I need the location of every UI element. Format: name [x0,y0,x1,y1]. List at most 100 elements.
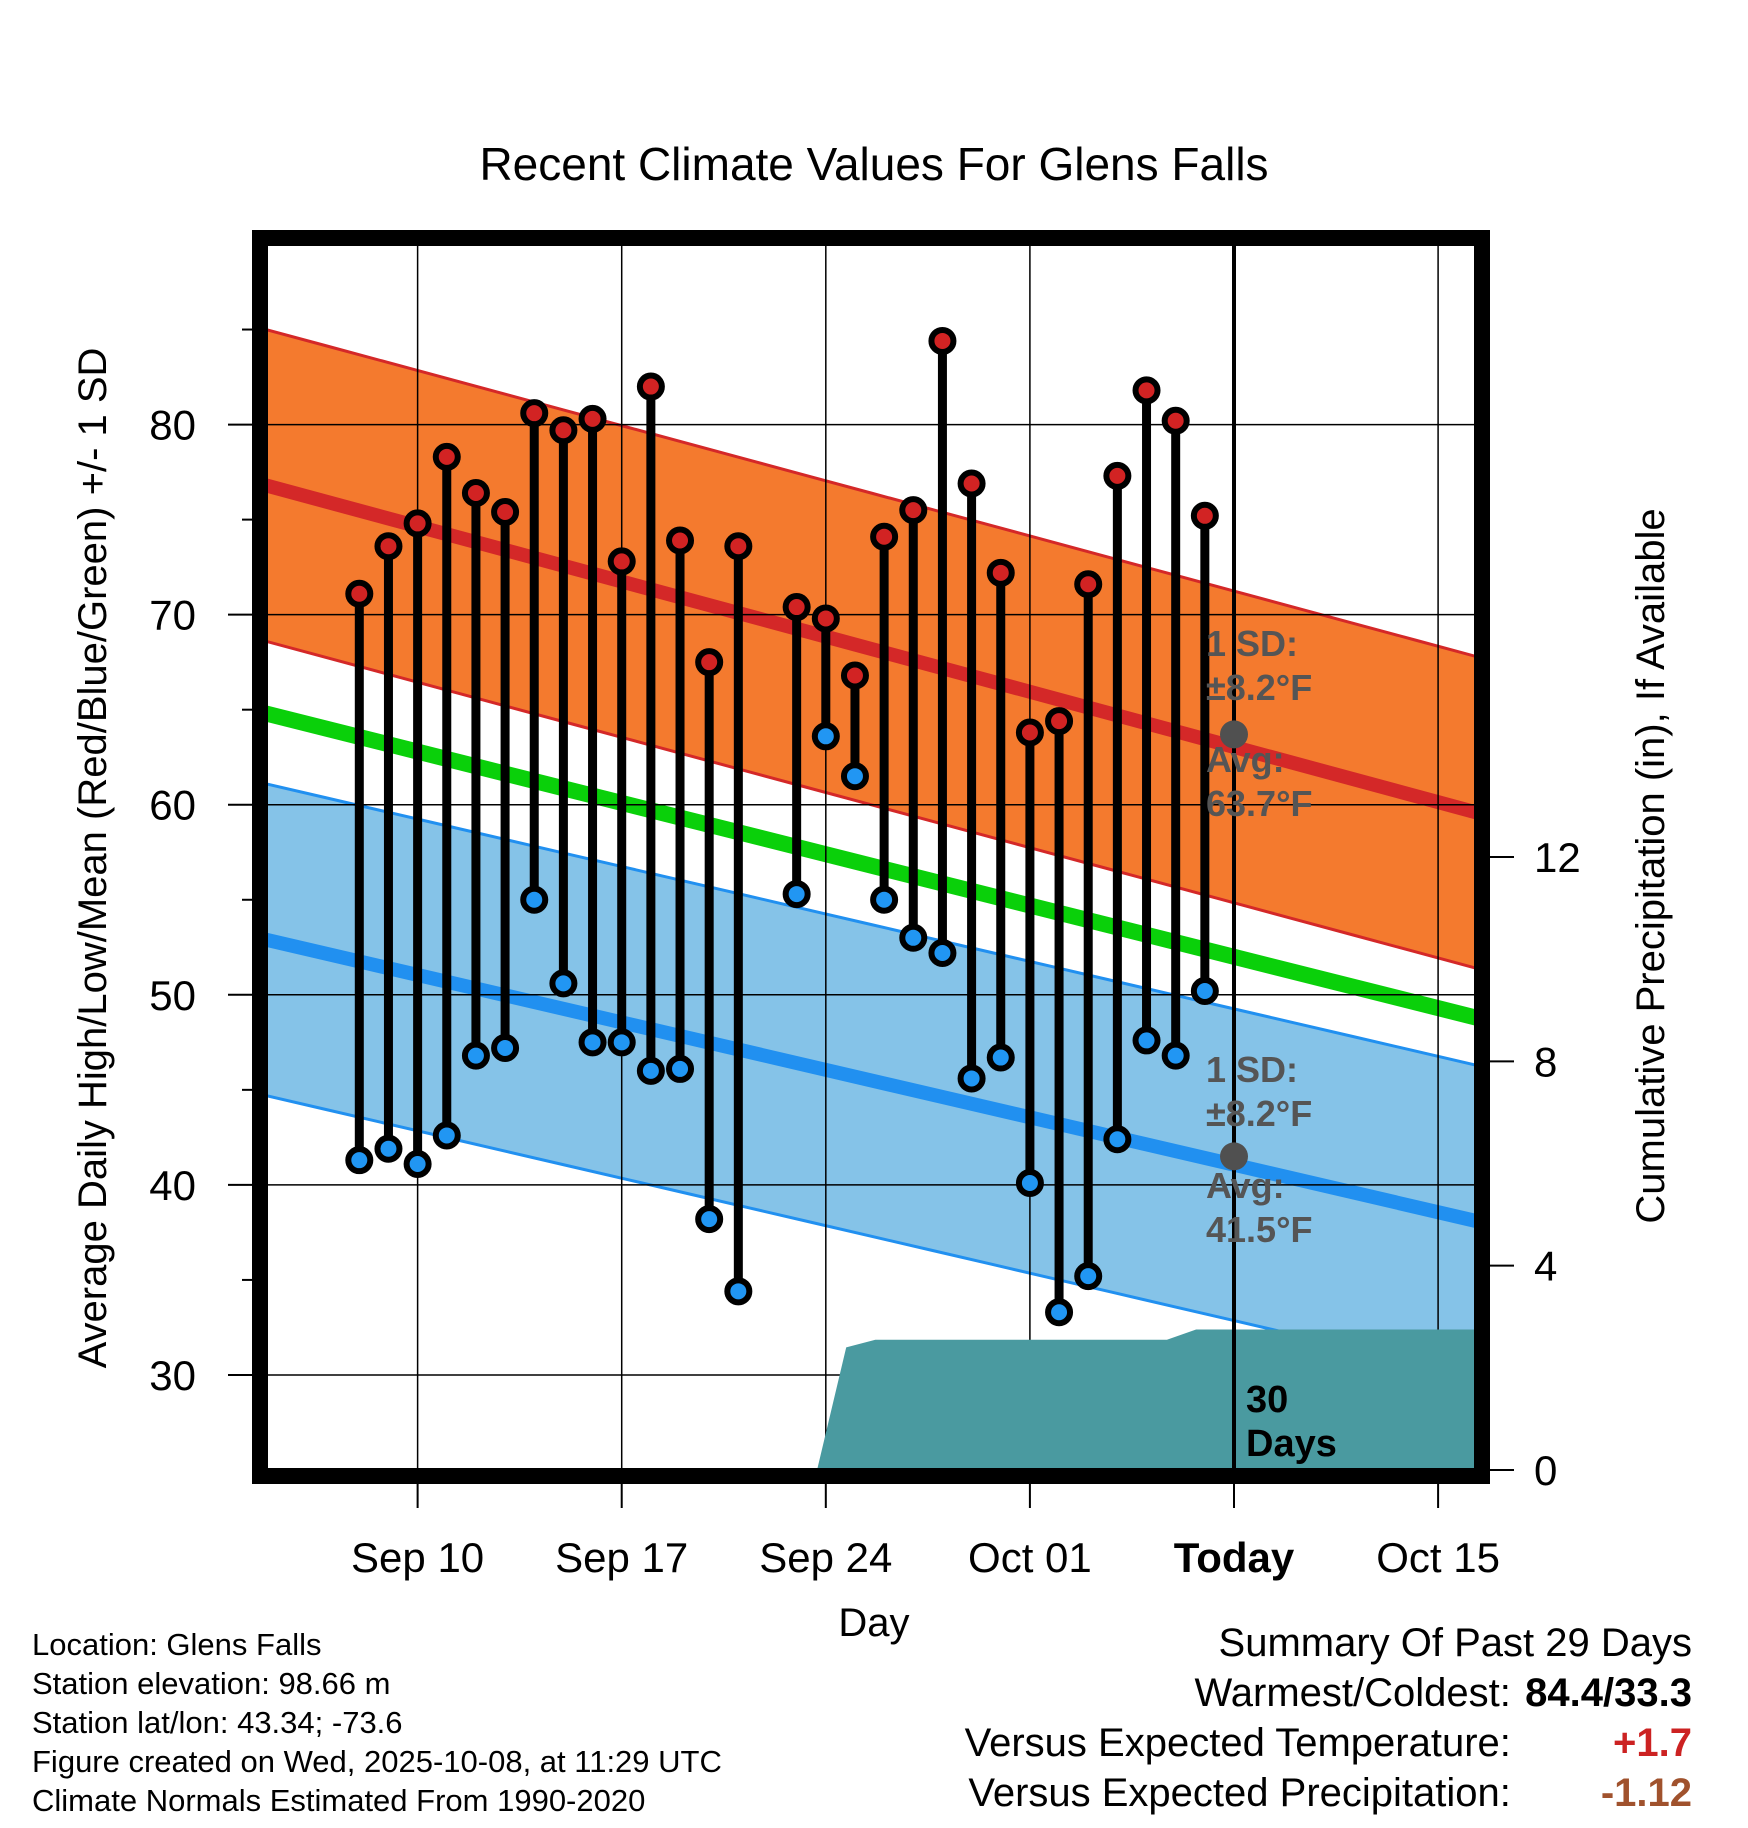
daily-low-point [1161,1041,1190,1070]
daily-low-point [578,1028,607,1057]
plot-border [252,230,1490,1484]
daily-high-point [345,579,374,608]
precip-days-label-2: Days [1246,1423,1337,1465]
daily-high-point [1015,718,1044,747]
daily-low-point [986,1043,1015,1072]
daily-high-point [1190,501,1219,530]
today-low-avg-marker [1220,1142,1248,1171]
daily-high-point [928,326,957,355]
daily-high-point [607,547,636,576]
summary-panel: Summary Of Past 29 Days Warmest/Coldest:… [965,1618,1692,1818]
summary-warmest-value: 84.4/33.3 [1525,1671,1692,1715]
daily-high-point [1161,406,1190,435]
daily-low-point [870,885,899,914]
daily-low-point [432,1121,461,1150]
daily-low-point [899,923,928,952]
daily-range-bars [345,326,1219,1327]
x-tick-label: Oct 15 [1376,1534,1500,1581]
footer-location: Location: Glens Falls [32,1627,322,1662]
y2-axis-title: Cumulative Precipitation (in), If Availa… [1629,508,1673,1223]
y-tick-label: 40 [149,1162,196,1209]
daily-low-point [461,1041,490,1070]
low-sd-annotation-line2: ±8.2°F [1206,1093,1312,1134]
daily-low-point [666,1054,695,1083]
y2-tick-label: 4 [1534,1243,1557,1290]
x-tick-label: Oct 01 [968,1534,1092,1581]
footer-normals: Climate Normals Estimated From 1990-2020 [32,1783,646,1818]
y-tick-label: 60 [149,782,196,829]
summary-precip-row: Versus Expected Precipitation: -1.12 [965,1768,1692,1818]
normal-high-line [264,478,1478,820]
summary-precip-label: Versus Expected Precipitation: [968,1771,1511,1815]
high-avg-annotation-line2: 63.7°F [1206,783,1312,824]
daily-high-point [840,661,869,690]
daily-high-point [636,372,665,401]
summary-title: Summary Of Past 29 Days [1218,1621,1692,1665]
daily-high-point [899,496,928,525]
daily-low-point [345,1146,374,1175]
daily-low-point [1190,977,1219,1006]
summary-temp-row: Versus Expected Temperature: +1.7 [965,1718,1692,1768]
daily-low-point [695,1205,724,1234]
daily-high-point [549,416,578,445]
daily-high-point [957,469,986,498]
daily-low-point [1045,1298,1074,1327]
x-tick-label: Sep 24 [759,1534,892,1581]
daily-high-point [986,558,1015,587]
normal-low-line [264,932,1478,1228]
daily-low-point [607,1028,636,1057]
precip-days-label: 30 [1246,1379,1288,1421]
normal-mean-line [264,705,1478,1026]
chart-title: Recent Climate Values For Glens Falls [479,138,1268,190]
daily-low-point [491,1034,520,1063]
y-axis-title: Average Daily High/Low/Mean (Red/Blue/Gr… [71,348,115,1369]
low-sd-annotation-line1: 1 SD: [1206,1049,1298,1090]
y-tick-label: 50 [149,972,196,1019]
daily-high-point [1132,376,1161,405]
y2-tick-label: 12 [1534,834,1581,881]
daily-low-point [1074,1262,1103,1291]
y-tick-label: 30 [149,1352,196,1399]
precipitation-area [758,1329,1476,1470]
precip-area [758,1329,1476,1470]
low-avg-annotation-line1: Avg: [1206,1165,1285,1206]
daily-low-point [520,885,549,914]
station-info: Location: Glens Falls Station elevation:… [32,1625,722,1820]
summary-warmest-label: Warmest/Coldest: [1194,1671,1511,1715]
daily-low-point [636,1056,665,1085]
high-avg-annotation-line1: Avg: [1206,739,1285,780]
summary-warmest-row: Warmest/Coldest: 84.4/33.3 [965,1668,1693,1718]
high-sd-annotation-line1: 1 SD: [1206,623,1298,664]
today-high-avg-marker [1220,720,1248,749]
daily-high-point [666,526,695,555]
footer-latlon: Station lat/lon: 43.34; -73.6 [32,1705,403,1740]
y-tick-label: 80 [149,402,196,449]
daily-high-point [403,509,432,538]
daily-low-point [928,938,957,967]
daily-high-point [1103,461,1132,490]
y-tick-label: 70 [149,592,196,639]
high-sd-annotation-line2: ±8.2°F [1206,667,1312,708]
daily-high-point [374,532,403,561]
daily-low-point [811,722,840,751]
daily-low-point [1015,1168,1044,1197]
daily-low-point [840,762,869,791]
daily-low-point [549,969,578,998]
daily-high-point [724,532,753,561]
footer-elevation: Station elevation: 98.66 m [32,1666,391,1701]
daily-high-point [520,399,549,428]
daily-low-point [957,1064,986,1093]
x-tick-label: Sep 10 [351,1534,484,1581]
daily-high-point [782,593,811,622]
daily-low-point [403,1149,432,1178]
plot-frame [252,230,1490,1484]
daily-low-point [1132,1026,1161,1055]
summary-precip-value: -1.12 [1600,1771,1692,1815]
x-tick-label: Today [1174,1534,1295,1581]
y2-tick-label: 0 [1534,1447,1557,1494]
daily-high-point [461,479,490,508]
daily-low-point [1103,1125,1132,1154]
